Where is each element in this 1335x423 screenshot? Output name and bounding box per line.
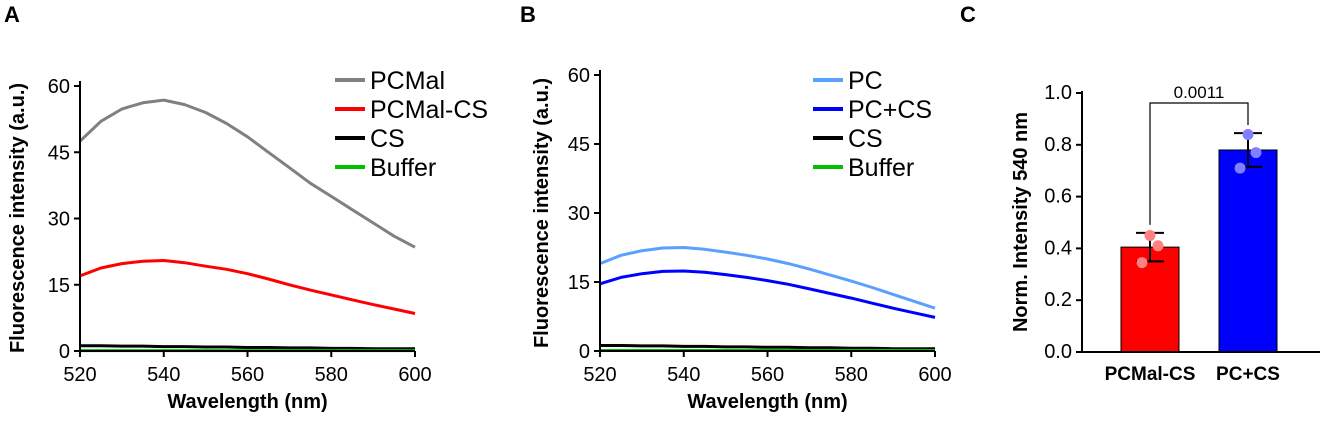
data-point — [1234, 162, 1246, 174]
panel-c-chart: PCMal-CS PC+CS 0.0 0.2 0.4 0.6 0.8 1.0 Norm. Int… — [1010, 82, 1320, 385]
data-point — [1250, 147, 1262, 159]
series-line-pcmal-cs — [79, 259, 416, 315]
significance-bracket — [1149, 102, 1249, 225]
y-tick-label: 60 — [48, 76, 70, 98]
legend-label: CS — [370, 125, 405, 153]
y-tick-label: 45 — [568, 134, 590, 156]
panel-label-b: B — [520, 2, 536, 27]
y-tick-label: 0.2 — [1044, 289, 1072, 311]
x-tick-label: 540 — [147, 364, 180, 386]
data-point — [1152, 240, 1164, 252]
bar-pcmal-cs — [1120, 246, 1180, 353]
legend-label: CS — [848, 125, 883, 153]
y-axis-title: Fluorescence intensity (a.u.) — [531, 78, 553, 348]
data-point — [1136, 257, 1148, 269]
x-axis-title: Wavelength (nm) — [167, 391, 327, 413]
x-category-label: PCMal-CS — [1105, 364, 1196, 385]
y-tick-label: 0.6 — [1044, 186, 1072, 208]
x-tick-label: 520 — [583, 364, 616, 386]
legend-label: PC+CS — [848, 96, 932, 124]
y-tick-label: 0.4 — [1044, 237, 1072, 259]
p-value-label: 0.0011 — [1174, 83, 1225, 102]
x-tick-label: 600 — [918, 364, 951, 386]
legend-label: PCMal — [370, 67, 445, 95]
data-point — [1242, 128, 1254, 140]
x-tick-label: 560 — [751, 364, 784, 386]
series-line-pc — [599, 246, 936, 310]
x-tick-label: 600 — [398, 364, 431, 386]
legend-label: Buffer — [370, 154, 436, 182]
bar-pc-cs — [1218, 149, 1278, 353]
x-axis-title: Wavelength (nm) — [687, 391, 847, 413]
y-tick-label: 45 — [48, 142, 70, 164]
panel-a-chart: 0 15 30 45 60 520 540 560 580 600 Wavelength (nm) F… — [7, 67, 488, 413]
panel-label-c: C — [960, 2, 976, 27]
panel-label-a: A — [4, 2, 20, 27]
legend-label: Buffer — [848, 154, 914, 182]
x-tick-label: 540 — [667, 364, 700, 386]
y-tick-label: 15 — [48, 275, 70, 297]
series-line-pc-cs — [599, 269, 936, 319]
y-axis-title: Fluorescence intensity (a.u.) — [7, 83, 29, 353]
series-line-pcmal — [78, 98, 416, 249]
x-tick-label: 580 — [835, 364, 868, 386]
y-tick-label: 0 — [579, 341, 590, 363]
y-axis-title: Norm. Intensity 540 nm — [1010, 112, 1032, 332]
y-tick-label: 0 — [59, 341, 70, 363]
series-line-cs — [600, 344, 935, 351]
y-tick-label: 60 — [568, 65, 590, 87]
x-tick-label: 560 — [231, 364, 264, 386]
series-line-cs — [80, 344, 415, 351]
y-tick-label: 15 — [568, 272, 590, 294]
y-tick-label: 30 — [568, 203, 590, 225]
y-tick-label: 30 — [48, 209, 70, 231]
y-tick-label: 0.8 — [1044, 134, 1072, 156]
x-category-label: PC+CS — [1216, 364, 1280, 385]
x-tick-label: 580 — [315, 364, 348, 386]
x-tick-label: 520 — [63, 364, 96, 386]
panel-b-chart: 0 15 30 45 60 520 540 560 580 600 Wavelength (nm) F… — [531, 65, 952, 413]
data-point — [1144, 229, 1156, 241]
y-tick-label: 1.0 — [1044, 82, 1072, 104]
legend-label: PCMal-CS — [370, 96, 488, 124]
legend-label: PC — [848, 67, 883, 95]
y-tick-label: 0.0 — [1044, 341, 1072, 363]
